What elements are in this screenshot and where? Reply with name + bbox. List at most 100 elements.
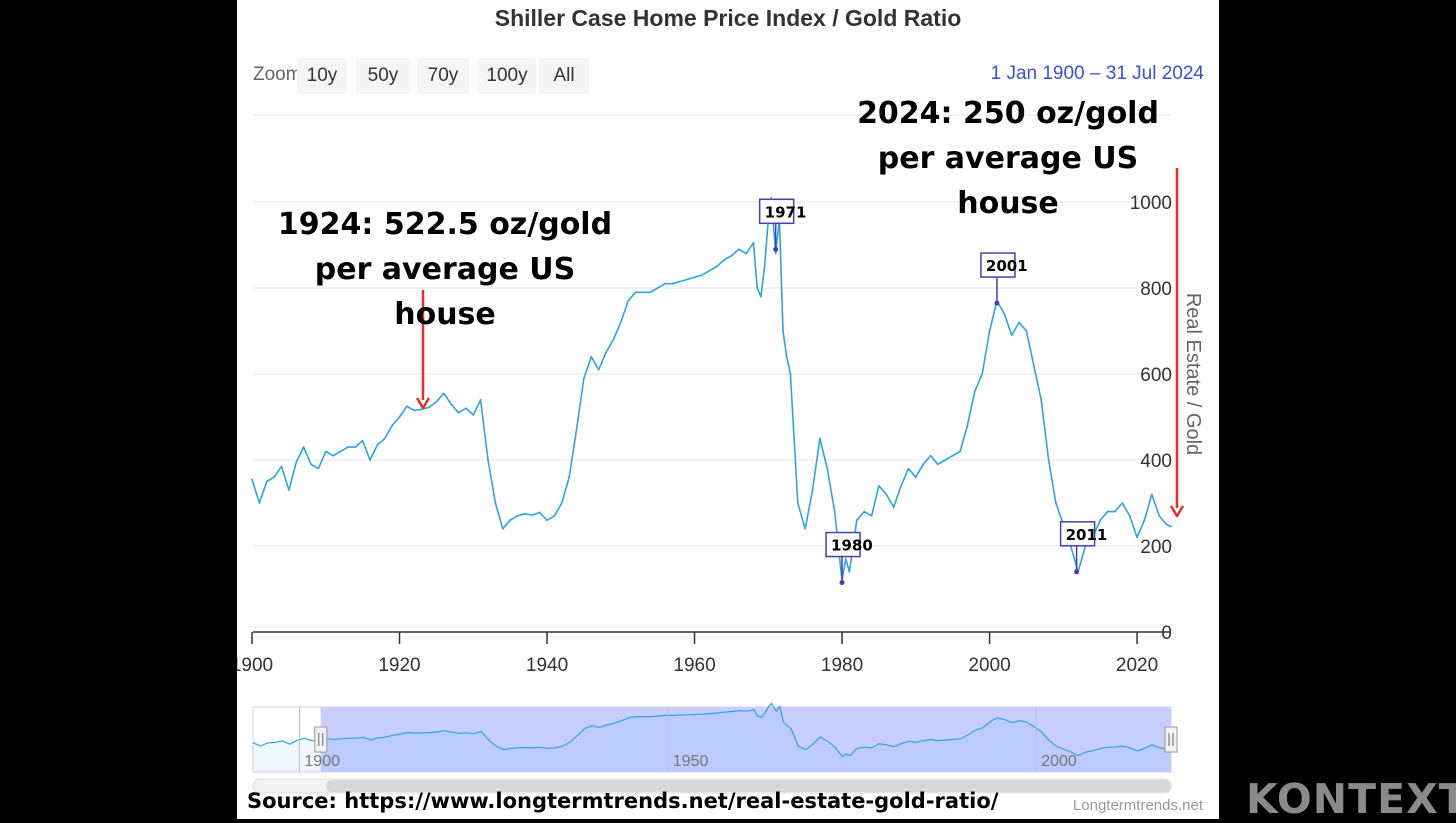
navigator-left-handle[interactable] [314, 726, 328, 753]
data-point [413, 409, 416, 412]
data-point [1025, 330, 1028, 332]
data-point [332, 454, 335, 457]
data-point [516, 515, 519, 517]
data-point [479, 398, 482, 401]
annotation-2024-line1: 2024: 250 oz/gold [857, 96, 1159, 131]
x-tick-label: 1900 [237, 655, 273, 676]
data-point [509, 519, 512, 522]
zoom-70y-button[interactable]: 70y [417, 58, 469, 94]
x-tick-label: 1940 [526, 655, 568, 676]
data-point [1106, 510, 1109, 513]
data-point [383, 437, 386, 440]
data-point [317, 467, 320, 470]
arrow-2024 [1169, 168, 1185, 518]
navigator-selection [320, 707, 1171, 772]
series-line-0 [251, 196, 1172, 582]
handle-grip [1164, 726, 1178, 753]
zoom-all-button[interactable]: All [539, 58, 589, 94]
data-point [310, 463, 312, 466]
data-point [907, 467, 910, 470]
data-point [833, 510, 836, 513]
data-point [811, 489, 814, 491]
data-point [966, 424, 969, 427]
scrollbar-thumb[interactable] [325, 780, 1171, 792]
zoom-50y-button[interactable]: 50y [356, 58, 410, 94]
data-point [760, 295, 762, 298]
data-point [398, 416, 401, 418]
data-point [538, 511, 541, 514]
data-point [523, 512, 526, 515]
data-point [501, 527, 504, 530]
data-point [1150, 493, 1153, 496]
data-point [494, 502, 497, 504]
y-tick-label: 0 [1161, 623, 1172, 644]
annotation-1924: 1924: 522.5 oz/gold per average US house [275, 202, 615, 337]
x-tick-label: 2000 [968, 655, 1010, 676]
flag-dot [994, 300, 1000, 306]
data-point [339, 450, 342, 453]
x-tick-label: 1920 [378, 655, 420, 676]
data-point [1143, 519, 1146, 522]
data-point [752, 241, 755, 244]
zoom-100y-button[interactable]: 100y [478, 58, 536, 94]
data-point [701, 274, 703, 276]
chart-title: Shiller Case Home Price Index / Gold Rat… [494, 5, 962, 31]
date-to[interactable]: 31 Jul 2024 [1105, 63, 1204, 84]
data-point [745, 252, 748, 255]
navigator: 1900 1950 2000 [252, 702, 1178, 794]
y-tick-label: 600 [1140, 365, 1172, 386]
data-point [1099, 519, 1102, 522]
flag-label: 1980 [831, 537, 873, 555]
navigator-line [252, 702, 1172, 758]
navigator-tick-label: 1900 [304, 753, 340, 770]
data-point [583, 377, 585, 380]
y-tick-label: 400 [1140, 451, 1172, 472]
date-range[interactable]: 1 Jan 1900 – 31 Jul 2024 [990, 63, 1204, 84]
data-point [885, 493, 888, 496]
flag-box [980, 252, 1016, 278]
data-point [844, 558, 847, 560]
gridlines [253, 114, 1171, 547]
handle-grip [314, 726, 328, 753]
navigator-right-handle[interactable] [1164, 726, 1178, 753]
data-point [848, 570, 851, 573]
data-point [435, 401, 438, 403]
annotation-1924-line2: per average US house [314, 252, 576, 332]
data-point [1047, 459, 1050, 461]
data-point [756, 287, 759, 289]
data-point [826, 467, 829, 470]
data-point [597, 368, 600, 371]
zoom-10y-button[interactable]: 10y [297, 58, 347, 94]
data-point [258, 502, 261, 504]
navigator-tick-label: 2000 [1041, 753, 1077, 770]
y-axis: 0 200 400 600 800 1000 [1130, 193, 1172, 644]
flag-label: 1971 [765, 203, 807, 221]
flag-box [825, 531, 861, 558]
x-tick-label: 2020 [1116, 655, 1158, 676]
data-point [1010, 334, 1013, 337]
credits-link[interactable]: Longtermtrends.net [1072, 797, 1203, 814]
data-point [295, 461, 298, 464]
data-point [951, 454, 954, 457]
date-from[interactable]: 1 Jan 1900 [990, 63, 1085, 84]
data-point [487, 459, 489, 461]
data-point [472, 413, 475, 416]
data-point [1136, 536, 1138, 539]
arrow-head [1169, 505, 1185, 518]
data-point [678, 280, 681, 283]
data-point [346, 446, 349, 448]
flag-box [758, 198, 795, 225]
data-point [686, 278, 689, 281]
data-point [324, 450, 327, 453]
data-point [981, 373, 984, 375]
data-point [796, 502, 799, 504]
data-point [1003, 312, 1006, 315]
data-point [937, 463, 939, 466]
flag-label: 2001 [986, 257, 1028, 275]
annotation-2024-line2: per average US house [877, 141, 1139, 221]
data-point [770, 196, 773, 199]
data-point [664, 282, 666, 285]
data-point [546, 519, 548, 522]
data-point [273, 476, 276, 479]
data-point [1128, 515, 1131, 517]
